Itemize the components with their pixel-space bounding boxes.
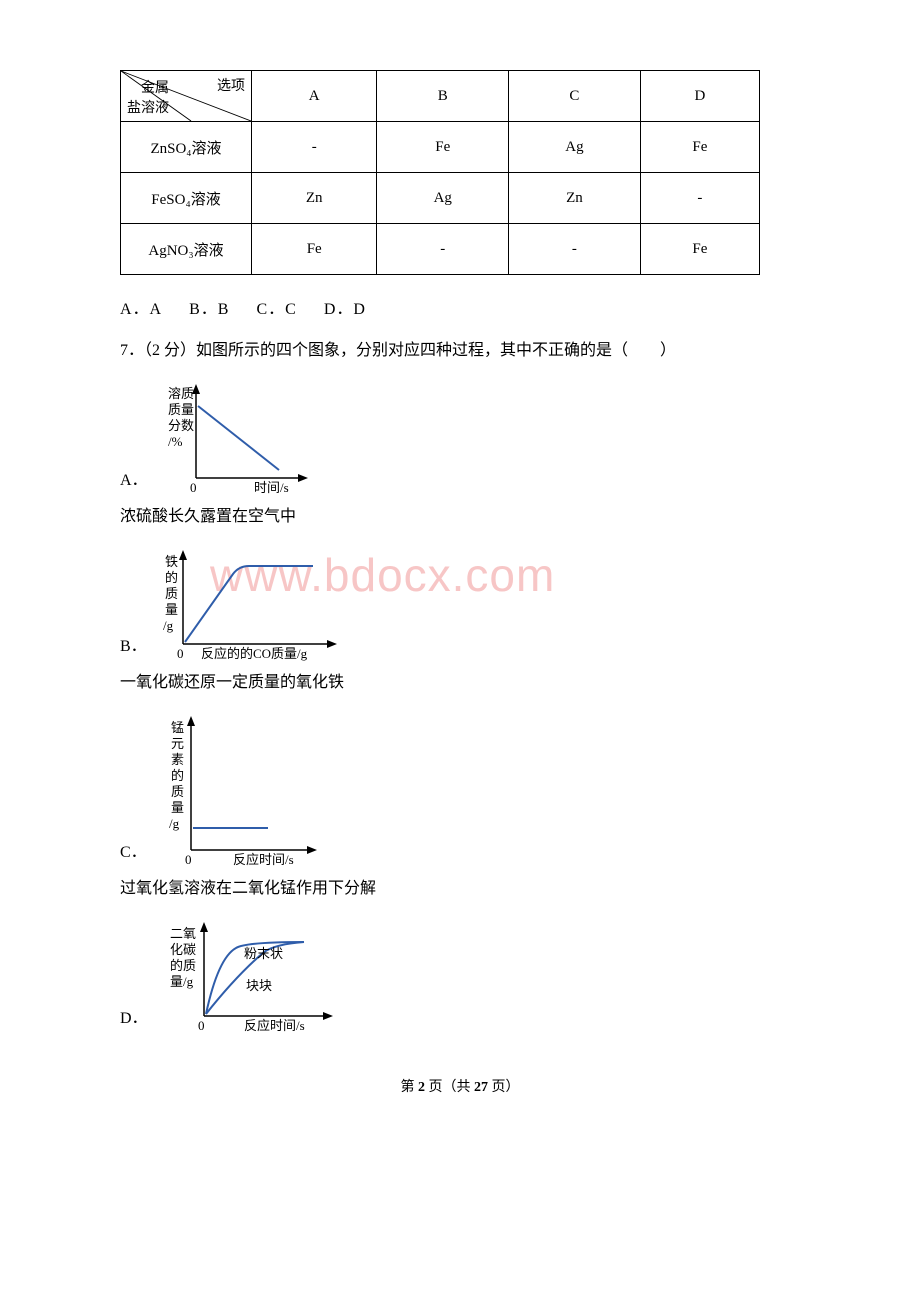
chart-c-block: C． 锰 元 素 的 质 量 /g 0 反应时间/s <box>120 710 820 870</box>
col-header: C <box>509 71 641 122</box>
svg-text:素: 素 <box>171 752 184 767</box>
question-7: 7．（2 分）如图所示的四个图象，分别对应四种过程，其中不正确的是（ ） <box>120 337 820 366</box>
chart-d-letter: D． <box>120 1004 148 1036</box>
svg-text:0: 0 <box>177 646 184 661</box>
svg-text:质: 质 <box>171 784 184 799</box>
svg-text:/%: /% <box>168 434 183 449</box>
page-footer: 第 2 页（共 27 页） <box>100 1076 820 1096</box>
cell: Zn <box>252 173 377 224</box>
svg-text:0: 0 <box>198 1018 205 1033</box>
diag-header-cell: 选项 金属 盐溶液 <box>121 71 252 122</box>
table-row: ZnSO₄溶液 - Fe Ag Fe <box>121 122 760 173</box>
cell: Fe <box>640 224 759 275</box>
svg-text:的: 的 <box>171 768 184 783</box>
svg-text:/g: /g <box>169 816 180 831</box>
cell: - <box>509 224 641 275</box>
col-header: B <box>377 71 509 122</box>
row-label: FeSO₄溶液 <box>121 173 252 224</box>
svg-text:量: 量 <box>165 602 178 617</box>
cell: Fe <box>252 224 377 275</box>
svg-text:溶质: 溶质 <box>168 386 194 401</box>
cell: - <box>640 173 759 224</box>
row-label: AgNO₃溶液 <box>121 224 252 275</box>
svg-text:时间/s: 时间/s <box>254 480 289 495</box>
options-table: 选项 金属 盐溶液 A B C D ZnSO₄溶液 - Fe Ag Fe FeS… <box>120 70 760 275</box>
answer-options: A．A B．B C．C D．D <box>120 295 820 319</box>
svg-text:量/g: 量/g <box>170 974 194 989</box>
diag-top-label: 选项 <box>217 75 245 95</box>
svg-text:铁: 铁 <box>165 554 178 569</box>
svg-text:0: 0 <box>190 480 197 495</box>
chart-c-caption: 过氧化氢溶液在二氧化锰作用下分解 <box>120 874 820 898</box>
chart-a: 溶质 质量 分数 /% 0 时间/s <box>154 378 324 498</box>
svg-text:化碳: 化碳 <box>170 942 196 957</box>
chart-d: 二氧 化碳 的质 量/g 粉末状 块块 0 反应时间/s <box>154 916 354 1036</box>
cell: Ag <box>509 122 641 173</box>
cell: - <box>252 122 377 173</box>
table-row: FeSO₄溶液 Zn Ag Zn - <box>121 173 760 224</box>
svg-text:量: 量 <box>171 800 184 815</box>
chart-b-caption: 一氧化碳还原一定质量的氧化铁 <box>120 668 820 692</box>
chart-c: 锰 元 素 的 质 量 /g 0 反应时间/s <box>153 710 333 870</box>
svg-text:质量: 质量 <box>168 402 194 417</box>
svg-text:0: 0 <box>185 852 192 867</box>
cell: Fe <box>640 122 759 173</box>
chart-c-letter: C． <box>120 838 147 870</box>
svg-text:元: 元 <box>171 736 184 751</box>
chart-a-letter: A． <box>120 466 148 498</box>
cell: Fe <box>377 122 509 173</box>
cell: - <box>377 224 509 275</box>
chart-b-block: www.bdocx.com B． 铁 的 质 量 /g 0 反应的的CO质量/g <box>120 544 820 664</box>
option-a: A．A <box>120 301 162 318</box>
col-header: A <box>252 71 377 122</box>
svg-text:/g: /g <box>163 618 174 633</box>
chart-b: 铁 的 质 量 /g 0 反应的的CO质量/g <box>153 544 363 664</box>
svg-text:的质: 的质 <box>170 958 196 973</box>
svg-text:质: 质 <box>165 586 178 601</box>
svg-text:粉末状: 粉末状 <box>244 946 283 961</box>
cell: Ag <box>377 173 509 224</box>
row-label: ZnSO₄溶液 <box>121 122 252 173</box>
col-header: D <box>640 71 759 122</box>
chart-d-block: D． 二氧 化碳 的质 量/g 粉末状 块块 0 反应时间/s <box>120 916 820 1036</box>
svg-text:反应的的CO质量/g: 反应的的CO质量/g <box>201 646 308 661</box>
chart-a-block: A． 溶质 质量 分数 /% 0 时间/s <box>120 378 820 498</box>
svg-text:的: 的 <box>165 570 178 585</box>
table-row: AgNO₃溶液 Fe - - Fe <box>121 224 760 275</box>
cell: Zn <box>509 173 641 224</box>
svg-text:锰: 锰 <box>171 720 184 735</box>
svg-text:反应时间/s: 反应时间/s <box>233 852 294 867</box>
option-c: C．C <box>256 301 296 318</box>
option-b: B．B <box>189 301 229 318</box>
chart-a-caption: 浓硫酸长久露置在空气中 <box>120 502 820 526</box>
option-d: D．D <box>324 301 366 318</box>
svg-text:反应时间/s: 反应时间/s <box>244 1018 305 1033</box>
svg-text:分数: 分数 <box>168 418 194 433</box>
svg-text:块块: 块块 <box>246 978 272 993</box>
svg-text:二氧: 二氧 <box>170 926 196 941</box>
chart-b-letter: B． <box>120 632 147 664</box>
